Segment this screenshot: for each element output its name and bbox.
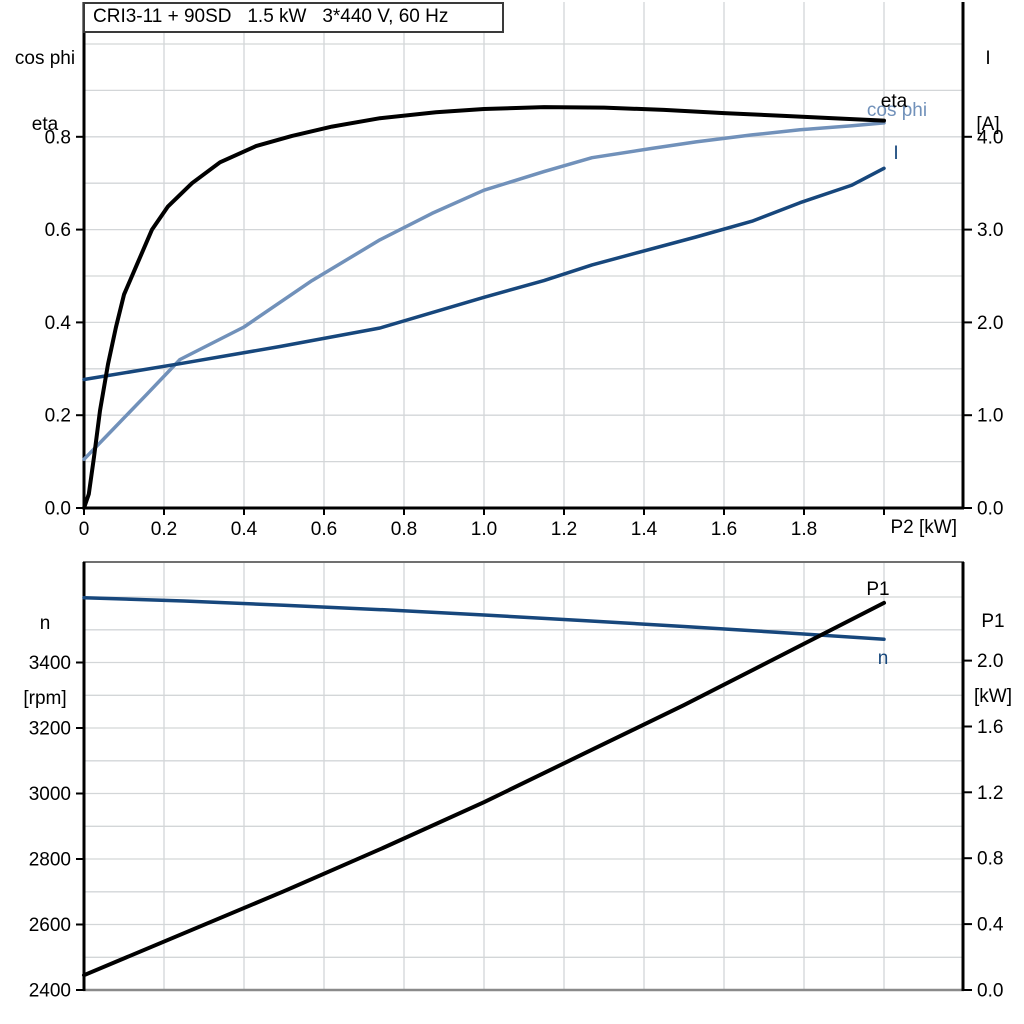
cos-phi-curve-label: cos phi [867, 100, 927, 121]
motor-electrical-chart-x-tick-label: 1.6 [711, 519, 737, 540]
motor-electrical-chart-left-tick-label: 0.4 [45, 313, 72, 334]
cos-phi-axis-title: cos phi [14, 48, 76, 69]
speed-axis-title: n [39, 613, 51, 634]
n-curve-label: n [878, 648, 889, 669]
motor-electrical-chart-left-tick-label: 0.6 [45, 220, 71, 241]
motor-electrical-chart-right-tick-label: 3.0 [977, 220, 1003, 241]
power-axis-title: P1 [981, 611, 1005, 632]
motor-electrical-chart-x-tick-label: 0.4 [231, 519, 258, 540]
chart-title-box: CRI3-11 + 90SD 1.5 kW 3*440 V, 60 Hz [83, 2, 504, 33]
current-axis-title: I [985, 48, 991, 69]
motor-electrical-chart-x-tick-label: 1.4 [631, 519, 658, 540]
motor-electrical-chart-x-tick-label: 0.6 [311, 519, 337, 540]
I-curve [82, 166, 886, 382]
motor-speed-power-chart-left-tick-label: 3400 [29, 653, 71, 674]
motor-electrical-chart-x-tick-label: 0.2 [151, 519, 177, 540]
motor-speed-power-chart-right-tick-label: 0.8 [977, 849, 1003, 870]
current-unit-label: [A] [976, 114, 1000, 135]
motor-speed-power-chart-left-tick-label: 2600 [29, 915, 71, 936]
motor-speed-power-chart-right-tick-label: 1.2 [977, 783, 1003, 804]
eta-curve [82, 105, 886, 510]
motor-electrical-chart-right-tick-label: 4.0 [977, 127, 1003, 148]
speed-unit-label: [rpm] [23, 688, 67, 709]
motor-electrical-chart-x-tick-label: 0.8 [391, 519, 417, 540]
power-unit-label: [kW] [974, 686, 1012, 707]
top-left-axis-title: cos phi eta [4, 4, 86, 180]
motor-electrical-chart-x-tick-label: 1.8 [791, 519, 817, 540]
motor-speed-power-chart-right-tick-label: 0.4 [977, 915, 1004, 936]
motor-speed-power-chart-right-tick-label: 0.0 [977, 981, 1003, 1002]
motor-electrical-chart-left-tick-label: 0.0 [45, 499, 71, 520]
n-curve [82, 595, 886, 642]
motor-speed-power-chart-left-tick-label: 3000 [29, 784, 71, 805]
eta-curve-label: eta [881, 91, 908, 112]
motor-speed-power-chart-left-tick-label: 3200 [29, 719, 71, 740]
motor-speed-power-chart-right-tick-label: 2.0 [977, 651, 1003, 672]
I-curve-label: I [893, 143, 898, 164]
P1-curve [82, 600, 886, 978]
P1-curve-label: P1 [866, 579, 889, 600]
motor-speed-power-chart-left-tick-label: 2800 [29, 850, 71, 871]
bottom-left-axis-title: n [rpm] [4, 561, 86, 761]
x-axis-title: P2 [kW] [890, 517, 957, 538]
motor-electrical-chart-x-tick-label: 0 [79, 519, 90, 540]
motor-electrical-chart-right-tick-label: 2.0 [977, 313, 1003, 334]
eta-axis-title: eta [31, 114, 59, 135]
motor-electrical-chart-left-tick-label: 0.2 [45, 406, 71, 427]
top-right-axis-title: I [A] [962, 4, 1014, 180]
motor-speed-power-chart-right-tick-label: 1.6 [977, 717, 1003, 738]
bottom-right-axis-title: P1 [kW] [963, 559, 1023, 759]
motor-electrical-chart-right-tick-label: 1.0 [977, 406, 1003, 427]
cos-phi-curve [82, 121, 886, 462]
motor-electrical-chart-right-tick-label: 0.0 [977, 499, 1003, 520]
motor-electrical-chart-left-tick-label: 0.8 [45, 127, 71, 148]
motor-electrical-chart-x-tick-label: 1.2 [551, 519, 577, 540]
motor-speed-power-chart-left-tick-label: 2400 [29, 981, 71, 1002]
motor-electrical-chart-x-tick-label: 1.0 [471, 519, 497, 540]
chart-title: CRI3-11 + 90SD 1.5 kW 3*440 V, 60 Hz [93, 6, 449, 27]
